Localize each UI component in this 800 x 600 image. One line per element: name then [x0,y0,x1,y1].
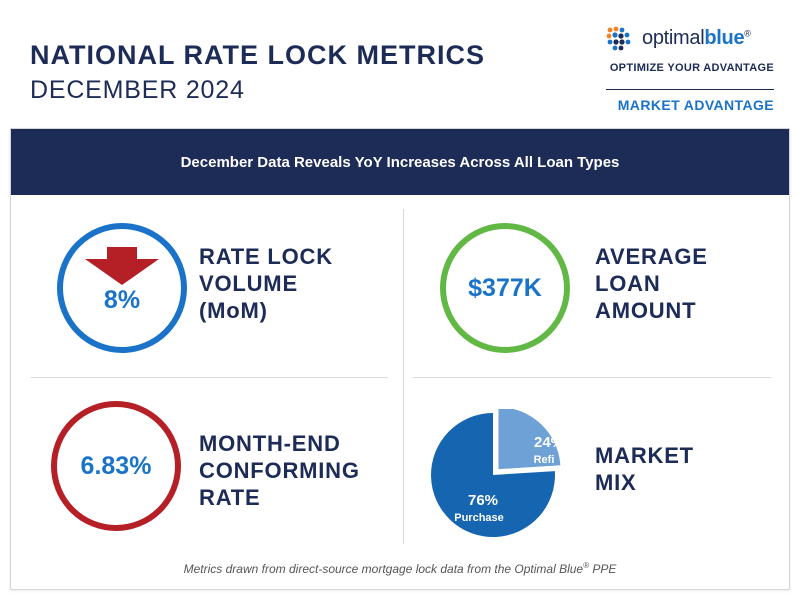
avg-loan-label-line: AMOUNT [595,298,697,323]
conforming-rate-value: 6.83% [80,451,152,480]
logo-word-optimal: optimal [642,27,705,49]
pie-label-purchase-value: 76% [468,492,498,509]
pie-label-purchase-name: Purchase [454,512,504,524]
page-title: NATIONAL RATE LOCK METRICS [30,40,485,70]
conforming-rate-label-line: RATE [199,485,261,510]
logo-registered-mark: ® [744,28,751,39]
optimal-blue-logo: optimalblue® [606,26,778,51]
dots-logo-icon [606,26,631,51]
avg-loan-circle: $377K [440,223,570,353]
conforming-rate-label-line: MONTH-END [199,431,341,456]
avg-loan-value: $377K [468,273,542,302]
page-subtitle: DECEMBER 2024 [30,76,245,104]
pie-slice-purchase [431,413,555,537]
tagline: OPTIMIZE YOUR ADVANTAGE [609,62,774,74]
conforming-rate-circle: 6.83% [51,401,181,531]
footnote: Metrics drawn from direct-source mortgag… [11,561,789,576]
vertical-divider [403,209,404,544]
horizontal-divider-left [31,377,388,378]
horizontal-divider-right [413,377,771,378]
rate-lock-label-line: (MoM) [199,298,268,323]
conforming-rate-label: MONTH-END CONFORMING RATE [199,430,360,511]
footnote-suffix: PPE [589,562,617,576]
rate-lock-label-line: VOLUME [199,271,298,296]
footnote-registered-mark: ® [583,561,590,570]
header-divider [606,89,774,90]
footnote-text: Metrics drawn from direct-source mortgag… [183,562,584,576]
market-mix-label: MARKET MIX [595,442,694,496]
market-mix-label-line: MARKET [595,443,694,468]
avg-loan-label-line: AVERAGE [595,244,708,269]
rate-lock-value: 8% [103,285,141,314]
avg-loan-label: AVERAGE LOAN AMOUNT [595,243,708,324]
section-label: MARKET ADVANTAGE [617,97,774,113]
rate-lock-label-line: RATE LOCK [199,244,333,269]
rate-lock-label: RATE LOCK VOLUME (MoM) [199,243,333,324]
logo-word-blue: blue [704,27,745,49]
pie-label-refi-name: Refi [534,454,555,466]
pie-slice-refi [498,409,561,470]
pie-label-refi-value: 24% [534,434,564,451]
logo-wordmark: optimalblue® [642,27,751,50]
avg-loan-label-line: LOAN [595,271,661,296]
metrics-card: December Data Reveals YoY Increases Acro… [10,128,790,590]
headline-banner: December Data Reveals YoY Increases Acro… [11,129,789,195]
down-arrow-icon [85,247,159,285]
market-mix-label-line: MIX [595,470,637,495]
rate-lock-circle: 8% [57,223,187,353]
conforming-rate-label-line: CONFORMING [199,458,360,483]
market-mix-pie-chart: 24% Refi 76% Purchase [431,409,564,537]
